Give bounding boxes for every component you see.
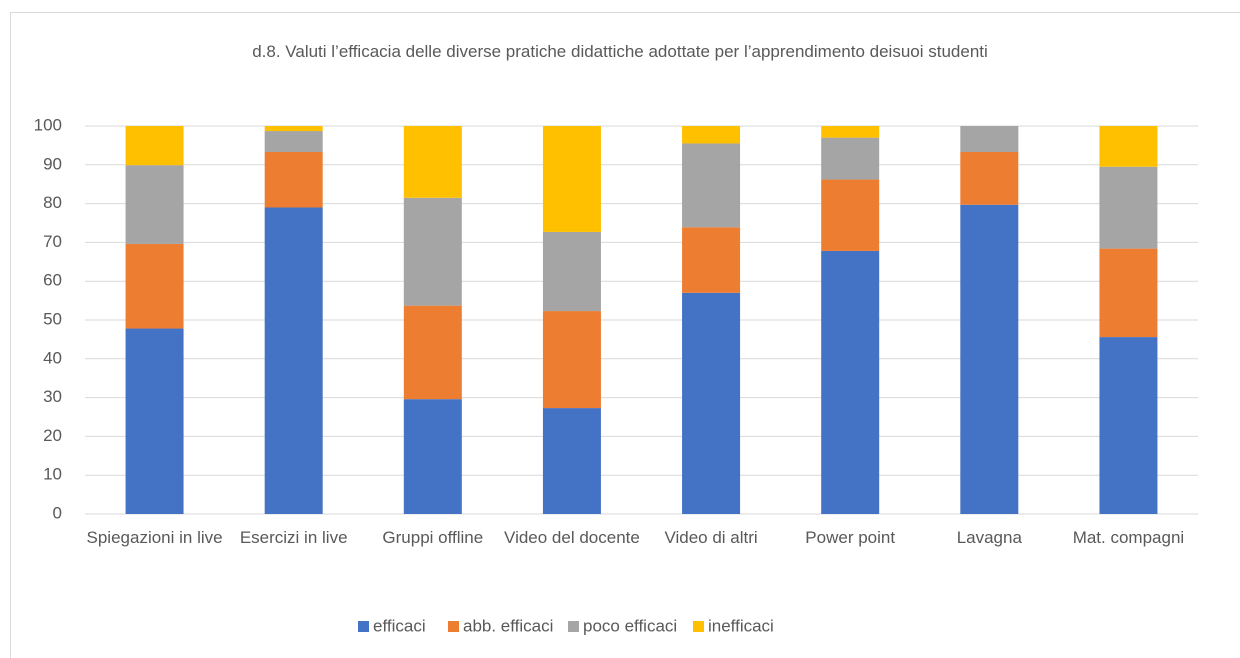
y-tick-label: 0 xyxy=(53,503,62,522)
x-tick-label: Mat. compagni xyxy=(1072,528,1185,547)
bar-segment xyxy=(1099,248,1158,338)
y-tick-label: 100 xyxy=(34,115,62,134)
y-tick-label: 90 xyxy=(43,154,62,173)
y-tick-label: 30 xyxy=(43,387,62,406)
legend-label: poco efficaci xyxy=(583,616,677,635)
bar-segment xyxy=(1099,166,1158,249)
legend-swatch xyxy=(448,621,459,632)
bar-segment xyxy=(403,197,462,306)
bar-segment xyxy=(682,126,741,144)
x-tick-label: Esercizi in live xyxy=(239,528,348,547)
bar-segment xyxy=(403,126,462,198)
legend-swatch xyxy=(358,621,369,632)
bar-segment xyxy=(1099,337,1158,514)
bar-segment xyxy=(542,311,601,409)
bar-segment xyxy=(821,126,880,138)
bar-segment xyxy=(125,165,184,244)
bar-segment xyxy=(960,204,1019,514)
bar-segment xyxy=(960,151,1019,205)
bar-segment xyxy=(682,292,741,514)
bar-segment xyxy=(264,207,323,515)
bar-segment xyxy=(821,137,880,180)
x-tick-label: Lavagna xyxy=(956,528,1022,547)
chart-border xyxy=(10,12,1240,658)
bar-segment xyxy=(403,399,462,514)
y-tick-label: 60 xyxy=(43,271,62,290)
bar-segment xyxy=(542,231,601,312)
bar-segment xyxy=(264,126,323,132)
bar-segment xyxy=(1099,126,1158,167)
x-tick-label: Video di altri xyxy=(664,528,758,547)
legend-label: inefficaci xyxy=(708,616,774,635)
legend-label: abb. efficaci xyxy=(463,616,553,635)
bar-segment xyxy=(682,227,741,293)
legend-label: efficaci xyxy=(373,616,426,635)
bar-segment xyxy=(125,328,184,514)
y-tick-label: 10 xyxy=(43,465,62,484)
x-tick-label: Power point xyxy=(805,528,896,547)
x-tick-label: Video del docente xyxy=(504,528,640,547)
y-tick-label: 70 xyxy=(43,232,62,251)
bar-segment xyxy=(821,250,880,514)
bar-segment xyxy=(125,126,184,166)
bar-segment xyxy=(542,126,601,232)
bar-segment xyxy=(821,179,880,251)
y-tick-label: 20 xyxy=(43,426,62,445)
y-tick-label: 50 xyxy=(43,309,62,328)
bar-segment xyxy=(403,305,462,400)
x-tick-label: Gruppi offline xyxy=(382,528,484,547)
bar-segment xyxy=(542,408,601,514)
x-tick-label: Spiegazioni in live xyxy=(86,528,223,547)
chart-title: d.8. Valuti l’efficacia delle diverse pr… xyxy=(252,42,988,61)
bar-segment xyxy=(125,243,184,329)
legend-swatch xyxy=(693,621,704,632)
bar-segment xyxy=(264,151,323,208)
bar-segment xyxy=(960,126,1019,152)
bar-segment xyxy=(264,131,323,152)
legend-swatch xyxy=(568,621,579,632)
y-tick-label: 40 xyxy=(43,348,62,367)
bar-segment xyxy=(682,143,741,228)
y-tick-label: 80 xyxy=(43,193,62,212)
